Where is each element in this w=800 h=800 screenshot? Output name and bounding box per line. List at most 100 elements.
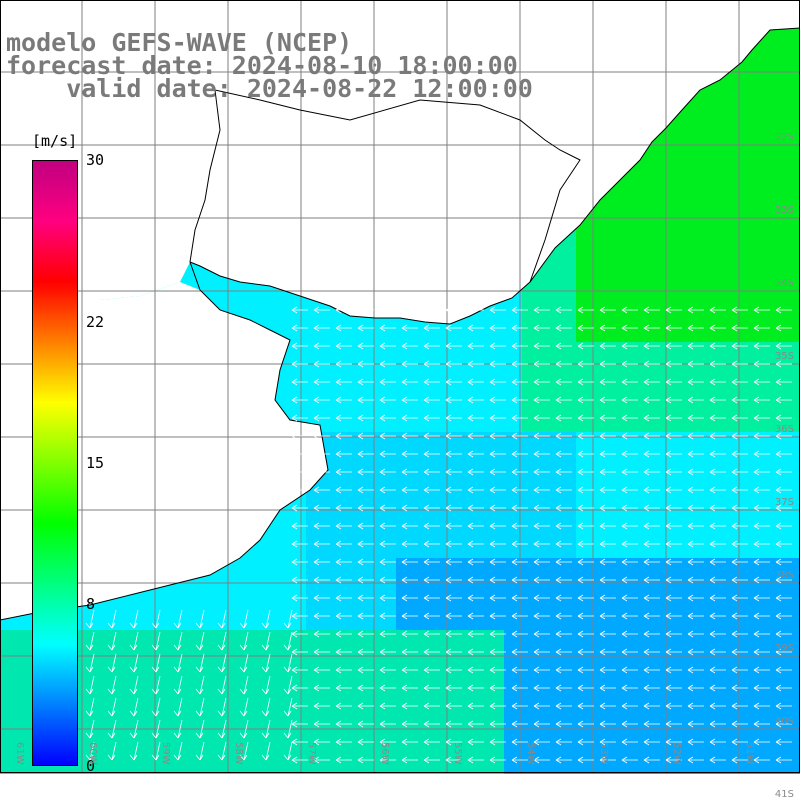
wind-speed-cell — [180, 666, 198, 684]
wind-speed-cell — [684, 594, 702, 612]
wind-arrow — [533, 558, 550, 566]
wind-speed-cell — [702, 324, 720, 342]
wind-speed-cell — [558, 648, 576, 666]
wind-speed-cell — [684, 252, 702, 270]
wind-arrow — [775, 720, 792, 728]
wind-speed-cell — [234, 288, 252, 306]
wind-speed-cell — [792, 702, 800, 720]
wind-speed-cell — [180, 594, 198, 612]
wind-arrow — [85, 631, 95, 651]
wind-speed-cell — [396, 522, 414, 540]
wind-speed-cell — [396, 342, 414, 360]
wind-speed-cell — [756, 180, 774, 198]
wind-arrow — [401, 630, 418, 638]
wind-speed-cell — [774, 540, 792, 558]
wind-speed-cell — [702, 612, 720, 630]
wind-arrow — [533, 594, 550, 602]
wind-arrow — [643, 360, 660, 368]
wind-speed-cell — [612, 360, 630, 378]
wind-arrow — [489, 504, 506, 512]
wind-speed-cell — [18, 702, 36, 720]
wind-arrow — [173, 675, 183, 695]
wind-arrow — [621, 576, 638, 584]
wind-speed-cell — [504, 630, 522, 648]
wind-speed-cell — [630, 666, 648, 684]
wind-arrow — [467, 558, 484, 566]
wind-speed-cell — [738, 522, 756, 540]
wind-arrow — [357, 720, 374, 728]
wind-arrow — [731, 756, 748, 764]
wind-speed-cell — [180, 612, 198, 630]
wind-speed-cell — [468, 684, 486, 702]
wind-speed-cell — [324, 558, 342, 576]
wind-speed-cell — [666, 468, 684, 486]
wind-arrow — [533, 360, 550, 368]
wind-arrow — [731, 306, 748, 314]
wind-arrow — [599, 666, 616, 674]
wind-speed-cell — [648, 684, 666, 702]
wind-arrow — [291, 702, 308, 710]
wind-speed-cell — [414, 666, 432, 684]
wind-speed-cell — [270, 666, 288, 684]
wind-arrow — [283, 741, 293, 761]
wind-arrow — [555, 684, 572, 692]
wind-arrow — [577, 666, 594, 674]
wind-speed-cell — [702, 144, 720, 162]
wind-speed-cell — [18, 756, 36, 774]
wind-speed-cell — [738, 270, 756, 288]
wind-arrow — [599, 648, 616, 656]
wind-arrow — [665, 630, 682, 638]
wind-arrow — [335, 324, 352, 332]
wind-speed-cell — [468, 594, 486, 612]
wind-speed-cell — [270, 648, 288, 666]
wind-speed-cell — [414, 432, 432, 450]
wind-speed-cell — [270, 594, 288, 612]
wind-speed-cell — [360, 360, 378, 378]
wind-speed-cell — [18, 666, 36, 684]
wind-arrow — [423, 612, 440, 620]
wind-speed-cell — [774, 72, 792, 90]
wind-speed-cell — [468, 612, 486, 630]
wind-speed-cell — [630, 540, 648, 558]
wind-arrow — [621, 540, 638, 548]
wind-arrow — [335, 522, 352, 530]
wind-speed-cell — [756, 360, 774, 378]
wind-speed-cell — [378, 432, 396, 450]
wind-speed-cell — [108, 702, 126, 720]
wind-arrow — [291, 486, 308, 494]
wind-speed-cell — [612, 684, 630, 702]
wind-arrow — [731, 396, 748, 404]
wind-arrow — [621, 558, 638, 566]
wind-arrow — [753, 594, 770, 602]
wind-speed-cell — [540, 558, 558, 576]
wind-arrow — [621, 612, 638, 620]
wind-arrow — [313, 324, 330, 332]
wind-speed-cell — [594, 684, 612, 702]
wind-speed-cell — [630, 756, 648, 774]
wind-speed-cell — [0, 630, 18, 648]
wind-speed-cell — [126, 666, 144, 684]
wind-speed-cell — [90, 684, 108, 702]
wind-arrow — [335, 684, 352, 692]
wind-arrow — [731, 504, 748, 512]
wind-speed-cell — [648, 288, 666, 306]
wind-speed-cell — [792, 684, 800, 702]
wind-speed-cell — [450, 414, 468, 432]
wind-arrow — [731, 450, 748, 458]
wind-arrow — [173, 741, 183, 761]
wind-arrow — [217, 631, 227, 651]
wind-arrow — [665, 648, 682, 656]
wind-speed-cell — [378, 558, 396, 576]
wind-speed-cell — [414, 594, 432, 612]
wind-speed-cell — [90, 738, 108, 756]
wind-speed-cell — [324, 756, 342, 774]
wind-speed-cell — [594, 216, 612, 234]
wind-arrow — [423, 504, 440, 512]
wind-speed-cell — [270, 702, 288, 720]
wind-speed-cell — [342, 522, 360, 540]
wind-speed-cell — [612, 288, 630, 306]
wind-arrow — [217, 697, 227, 717]
wind-speed-cell — [738, 162, 756, 180]
wind-arrow — [511, 360, 528, 368]
colorbar-tick-label: 0 — [86, 757, 96, 775]
